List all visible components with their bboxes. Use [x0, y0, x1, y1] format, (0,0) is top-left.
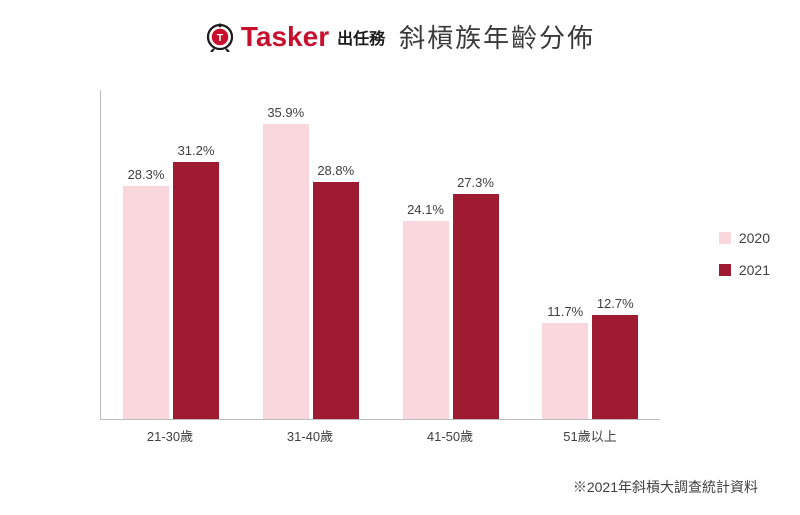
bar: 31.2% [173, 162, 219, 419]
bar-value-label: 28.8% [313, 163, 359, 178]
bar-value-label: 12.7% [592, 296, 638, 311]
svg-text:T: T [217, 31, 224, 43]
legend-swatch [719, 264, 731, 276]
brand-logo: T Tasker 出任務 [205, 21, 385, 53]
bar: 24.1% [403, 221, 449, 419]
bar-value-label: 24.1% [403, 202, 449, 217]
bar-value-label: 31.2% [173, 143, 219, 158]
legend-label: 2021 [739, 262, 770, 278]
bar: 11.7% [542, 323, 588, 419]
brand-subtitle: 出任務 [337, 25, 385, 49]
bar: 12.7% [592, 315, 638, 419]
chart-title: 斜槓族年齡分佈 [399, 18, 595, 55]
bar-value-label: 35.9% [263, 105, 309, 120]
bar-value-label: 28.3% [123, 167, 169, 182]
tasker-logo-icon: T [205, 22, 235, 52]
page: T Tasker 出任務 斜槓族年齡分佈 28.3%31.2%35.9%28.8… [0, 0, 800, 515]
legend-swatch [719, 232, 731, 244]
plot-area: 28.3%31.2%35.9%28.8%24.1%27.3%11.7%12.7% [100, 90, 660, 420]
bar-value-label: 11.7% [542, 304, 588, 319]
x-category-label: 41-50歲 [380, 426, 520, 445]
bar-value-label: 27.3% [453, 175, 499, 190]
header: T Tasker 出任務 斜槓族年齡分佈 [0, 18, 800, 55]
bar-chart: 28.3%31.2%35.9%28.8%24.1%27.3%11.7%12.7%… [100, 90, 660, 450]
x-category-label: 21-30歲 [100, 426, 240, 445]
x-category-label: 31-40歲 [240, 426, 380, 445]
legend-label: 2020 [739, 230, 770, 246]
brand-name: Tasker [241, 21, 329, 53]
x-category-label: 51歲以上 [520, 426, 660, 445]
footnote: ※2021年斜槓大調查統計資料 [573, 477, 758, 497]
bar: 28.8% [313, 182, 359, 419]
bar-group: 24.1%27.3% [381, 90, 521, 419]
legend: 2020 2021 [719, 230, 770, 278]
bar-group: 11.7%12.7% [520, 90, 660, 419]
legend-item: 2020 [719, 230, 770, 246]
bar: 27.3% [453, 194, 499, 419]
bar-group: 35.9%28.8% [241, 90, 381, 419]
legend-item: 2021 [719, 262, 770, 278]
bar: 35.9% [263, 124, 309, 419]
bar-group: 28.3%31.2% [101, 90, 241, 419]
bar: 28.3% [123, 186, 169, 419]
